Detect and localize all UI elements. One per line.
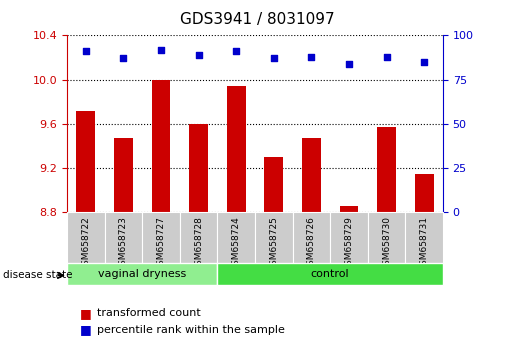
Text: GSM658728: GSM658728 — [194, 216, 203, 271]
Bar — [114, 138, 133, 212]
Text: percentile rank within the sample: percentile rank within the sample — [97, 325, 285, 335]
Text: GSM658722: GSM658722 — [81, 216, 90, 271]
Text: GSM658723: GSM658723 — [119, 216, 128, 271]
Bar — [180, 212, 217, 264]
Text: GSM658727: GSM658727 — [157, 216, 165, 271]
Text: transformed count: transformed count — [97, 308, 200, 318]
Point — [232, 48, 240, 54]
Bar — [255, 212, 293, 264]
Text: ■: ■ — [80, 307, 92, 320]
Point — [195, 52, 203, 58]
Text: GSM658729: GSM658729 — [345, 216, 353, 271]
Point — [382, 54, 390, 59]
Text: GSM658726: GSM658726 — [307, 216, 316, 271]
Bar — [67, 212, 105, 264]
Text: vaginal dryness: vaginal dryness — [98, 269, 186, 279]
Bar — [415, 174, 434, 212]
Point — [345, 61, 353, 67]
Bar — [142, 212, 180, 264]
Bar — [377, 127, 396, 212]
Point — [157, 47, 165, 52]
Bar — [217, 263, 443, 285]
Point — [269, 56, 278, 61]
Bar — [293, 212, 330, 264]
Bar — [368, 212, 405, 264]
Bar — [189, 124, 208, 212]
Bar — [405, 212, 443, 264]
Bar — [227, 86, 246, 212]
Point — [420, 59, 428, 65]
Bar — [105, 212, 142, 264]
Text: GSM658731: GSM658731 — [420, 216, 428, 271]
Bar — [339, 206, 358, 212]
Bar — [330, 212, 368, 264]
Bar — [302, 138, 321, 212]
Bar — [217, 212, 255, 264]
Bar — [76, 110, 95, 212]
Text: GSM658725: GSM658725 — [269, 216, 278, 271]
Bar — [151, 80, 170, 212]
Bar — [264, 157, 283, 212]
Point — [119, 56, 128, 61]
Text: disease state: disease state — [3, 270, 72, 280]
Text: control: control — [311, 269, 349, 279]
Point — [81, 48, 90, 54]
Point — [307, 54, 315, 59]
Text: GSM658730: GSM658730 — [382, 216, 391, 271]
Text: GDS3941 / 8031097: GDS3941 / 8031097 — [180, 12, 335, 27]
Text: ■: ■ — [80, 324, 92, 336]
Bar — [67, 263, 217, 285]
Text: GSM658724: GSM658724 — [232, 216, 241, 271]
